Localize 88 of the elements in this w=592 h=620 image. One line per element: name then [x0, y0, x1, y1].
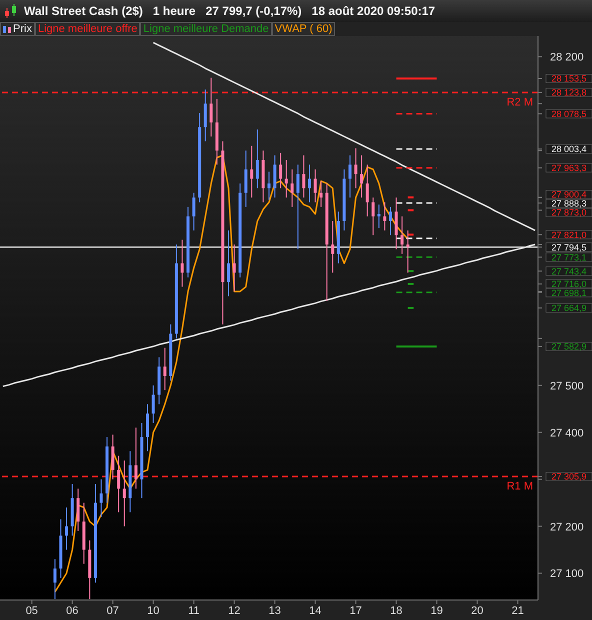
text: Ligne meilleure offre — [34, 22, 140, 36]
y-tick-label: 27 821,0 — [551, 230, 587, 240]
line-series — [54, 154, 409, 593]
y-tick-label: 27 794,5 — [551, 242, 587, 252]
candlestick — [232, 244, 236, 292]
y-tick-label: 28 153,5 — [551, 74, 587, 84]
candlestick — [227, 230, 230, 297]
candlestick — [76, 488, 80, 532]
candlestick — [268, 171, 270, 200]
line-series — [152, 42, 536, 232]
candlestick — [400, 216, 404, 254]
text: Ligne meilleure Demande — [140, 22, 272, 36]
candlestick — [279, 152, 282, 189]
candlestick — [394, 197, 398, 250]
ref-line-label: R2 M — [506, 96, 533, 108]
y-tick-label: 28 123,8 — [551, 88, 587, 98]
candlestick — [290, 168, 294, 208]
y-tick-label: 28 078,5 — [551, 108, 587, 119]
x-tick-label: 10 — [147, 604, 160, 617]
candlestick — [406, 230, 410, 274]
candlestick — [100, 478, 103, 518]
y-tick-label: 27 698,1 — [551, 288, 587, 298]
candlestick — [53, 558, 56, 600]
candlestick — [192, 192, 196, 231]
x-tick-label: 21 — [512, 604, 524, 617]
y-tick-label: 28 200 — [550, 52, 584, 64]
candlestick — [146, 404, 150, 452]
candlestick — [152, 384, 155, 424]
y-tick-label: 27 200 — [550, 521, 584, 534]
x-tick-label: 06 — [66, 604, 78, 617]
ref-line-label: R1 M — [506, 480, 533, 492]
x-tick-label: 14 — [309, 604, 322, 617]
candlestick — [314, 168, 317, 203]
candlestick — [163, 347, 166, 391]
x-tick-label: 18 — [390, 604, 402, 617]
candlestick — [308, 164, 311, 203]
candlestick — [180, 239, 184, 288]
candlestick — [111, 434, 114, 480]
y-tick-label: 27 500 — [550, 380, 584, 392]
candlestick — [250, 145, 254, 198]
candlestick — [377, 204, 380, 229]
y-tick-label: 28 003,4 — [551, 144, 587, 154]
text: VWAP ( 60) — [272, 22, 336, 36]
candlestick — [348, 154, 352, 198]
y-tick-label: 27 582,9 — [551, 342, 587, 352]
y-tick-label: 27 100 — [550, 568, 584, 580]
candlestick — [354, 148, 358, 189]
candlestick — [65, 506, 68, 550]
y-tick-label: 27 716,0 — [551, 278, 587, 289]
candlestick — [366, 164, 369, 217]
candlestick — [117, 455, 120, 513]
x-tick-label: 13 — [268, 604, 281, 617]
candlestick — [273, 154, 276, 198]
chart-subtitle: 1 heure 27 799,7 (-0,17%) 18 août 2020 09:50:17 — [152, 4, 436, 18]
y-tick-label: 27 664,9 — [551, 303, 587, 314]
x-tick-label: 05 — [26, 604, 38, 617]
candlestick — [256, 128, 259, 189]
y-tick-label: 27 900,4 — [551, 190, 587, 200]
line-series — [2, 244, 536, 388]
x-tick-label: 19 — [430, 604, 443, 617]
candlestick — [122, 460, 126, 527]
y-tick-label: 27 773,1 — [551, 252, 587, 262]
candlestick — [210, 77, 213, 137]
x-tick-label: 11 — [188, 604, 200, 617]
y-tick-label: 27 888,3 — [551, 198, 587, 209]
y-tick-label: 27 873,0 — [551, 208, 587, 218]
y-tick-label: 27 305,9 — [551, 472, 587, 482]
chart-title: Wall Street Cash (2$) — [24, 4, 143, 18]
candlestick — [331, 220, 334, 274]
legend-label: Prix — [0, 22, 35, 36]
candlestick — [320, 180, 323, 208]
candlestick — [134, 427, 138, 490]
x-tick-label: 07 — [106, 604, 119, 617]
candlestick — [360, 154, 364, 198]
candlestick — [244, 150, 248, 208]
x-tick-label: 17 — [350, 604, 362, 617]
candlestick — [383, 202, 386, 231]
candlestick — [284, 159, 288, 198]
y-tick-label: 27 963,3 — [551, 163, 587, 174]
candlestick — [388, 206, 392, 236]
x-tick-label: 20 — [471, 604, 484, 617]
candlestick — [372, 197, 375, 236]
candlestick — [302, 154, 306, 198]
candlestick — [296, 164, 300, 250]
candlestick — [204, 89, 207, 142]
x-tick-label: 12 — [228, 604, 240, 617]
y-tick-label: 27 400 — [550, 427, 584, 440]
y-tick-label: 27 743,4 — [551, 266, 587, 276]
